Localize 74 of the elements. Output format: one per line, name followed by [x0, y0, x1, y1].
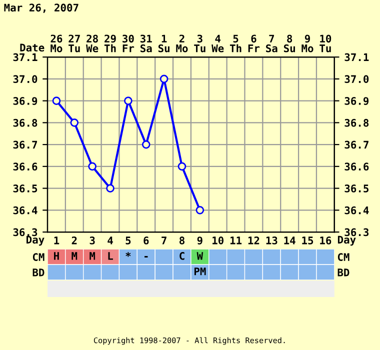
y-tick-label: 36.9 [13, 97, 38, 105]
y2-tick-label: 37.1 [344, 53, 369, 62]
y-tick-label: 36.7 [13, 140, 37, 149]
x-tick-label: 2 [72, 236, 77, 244]
x-tick-label: 10 [212, 236, 224, 244]
x-tick-label: 11 [230, 236, 242, 244]
point [142, 140, 150, 149]
y-tick-label: 36.8 [13, 118, 38, 127]
x-tick-label: 16 [320, 236, 332, 244]
y2-tick-label: 37.0 [344, 75, 369, 84]
y2-tick-label: 36.4 [344, 206, 369, 214]
x-tick-label: 27 Tu [68, 34, 80, 52]
y-tick-label: 36.3 [13, 228, 38, 236]
text: - [144, 256, 148, 258]
x-tick-label: 8 [180, 236, 184, 244]
y2-tick-label: 36.5 [344, 184, 368, 192]
x-axis-title: Date [20, 44, 44, 52]
point [52, 96, 61, 105]
y2-tick-label: 36.6 [344, 162, 369, 171]
x-tick-label: 2 Mo [176, 34, 188, 52]
x-tick-label: 7 Sa [266, 34, 278, 52]
x-tick-label: 4 We [212, 34, 224, 52]
text: Day [338, 236, 356, 246]
x-tick-label: 29 Th [104, 34, 116, 52]
x-tick-label: 3 [90, 236, 95, 244]
y2-tick-label: CM [338, 253, 350, 262]
x-tick-label: 30 Fr [122, 34, 134, 52]
y-tick-label: 36.6 [13, 162, 38, 171]
x-tick-label: 7 [162, 236, 166, 244]
point [70, 118, 79, 127]
chart-title: Mar 26, 2007 [4, 4, 78, 13]
x-axis-title: Day [26, 236, 44, 246]
x-tick-label: 14 [284, 236, 296, 244]
x-tick-label: 4 [108, 236, 113, 244]
text: W [196, 252, 204, 260]
x-tick-label: 9 [197, 236, 202, 244]
x-tick-label: 31 Sa [140, 34, 152, 52]
y2-tick-label: 36.8 [344, 118, 369, 127]
x-tick-label: 6 [144, 236, 149, 244]
x-tick-label: 28 We [86, 34, 98, 52]
text: M [90, 252, 96, 260]
y2-tick-label: 36.3 [344, 228, 369, 236]
x-tick-label: 5 [126, 236, 131, 244]
x-tick-label: 6 Fr [248, 34, 260, 52]
y2-tick-label: 36.7 [344, 140, 368, 149]
point [178, 162, 186, 171]
text: H [54, 252, 59, 260]
x-tick-label: 5 Th [230, 34, 242, 52]
point [88, 162, 96, 171]
y-tick-label: 36.4 [13, 206, 38, 214]
y2-tick-label: BD [338, 268, 350, 276]
y-tick-label: 37.0 [13, 75, 38, 84]
x-tick-label: 15 [302, 236, 314, 244]
x-tick-label: 3 Tu [194, 34, 206, 52]
text: * [126, 252, 131, 257]
x-tick-label: 1 Su [158, 34, 170, 52]
y-tick-label: 37.1 [13, 53, 38, 62]
text: PM [194, 268, 206, 276]
x-tick-label: 9 Mo [302, 34, 314, 52]
text: C [180, 252, 184, 260]
point [124, 96, 132, 105]
point [160, 74, 168, 84]
point [106, 184, 114, 192]
x-tick-label: 12 [248, 236, 260, 244]
x-tick-label: 1 [54, 236, 60, 244]
x-tick-label: 10 Tu [320, 34, 332, 52]
y-tick-label: 36.5 [13, 184, 38, 192]
text: L [108, 252, 113, 260]
y2-tick-label: 36.9 [344, 97, 369, 105]
x-tick-label: 8 Su [284, 34, 295, 52]
x-tick-label: 26 Mo [50, 34, 62, 52]
text: M [72, 252, 78, 260]
x-tick-label: 13 [266, 236, 278, 244]
point [196, 206, 204, 214]
